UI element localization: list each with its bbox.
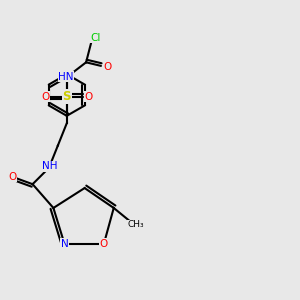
Text: N: N — [61, 238, 68, 249]
Text: Cl: Cl — [91, 33, 101, 43]
Text: O: O — [103, 62, 112, 72]
Text: S: S — [62, 90, 71, 103]
Text: CH₃: CH₃ — [127, 220, 144, 230]
Text: HN: HN — [58, 72, 74, 82]
Text: O: O — [41, 92, 49, 101]
Text: NH: NH — [42, 161, 57, 171]
Text: O: O — [9, 172, 17, 182]
Text: O: O — [84, 92, 93, 101]
Text: O: O — [100, 238, 108, 249]
